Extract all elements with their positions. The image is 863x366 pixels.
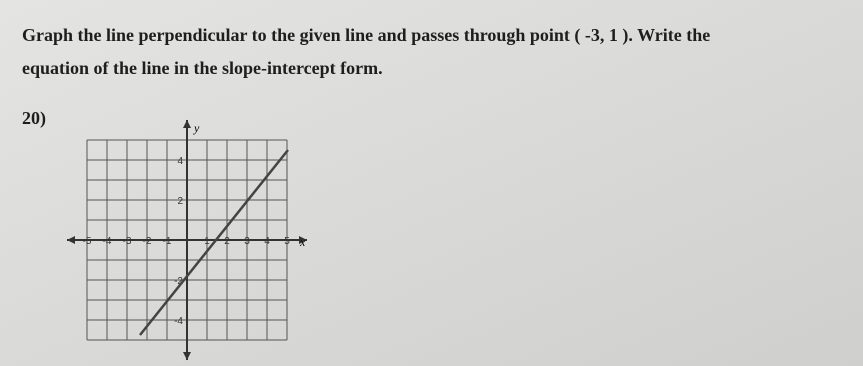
y-tick-label: 2 [177, 196, 183, 207]
x-tick-label: -3 [123, 236, 132, 247]
graph: -5 -4 -3 -2 -1 1 2 3 4 5 4 2 -2 -4 [67, 120, 307, 360]
x-tick-label: 4 [264, 236, 270, 247]
x-tick-label: -2 [143, 236, 152, 247]
given-line [139, 149, 289, 336]
y-axis-label: y [193, 121, 200, 135]
x-tick-label: -5 [83, 236, 92, 247]
x-tick-label: -4 [103, 236, 112, 247]
x-tick-label: 2 [224, 236, 230, 247]
problem-text: Graph the line perpendicular to the give… [22, 25, 710, 46]
x-axis-label: x [299, 235, 306, 249]
problem-number: 20) [22, 108, 46, 129]
x-tick-label: 5 [284, 236, 290, 247]
y-tick-label: -4 [174, 316, 183, 327]
x-tick-label: 1 [204, 236, 210, 247]
problem-text: equation of the line in the slope-interc… [22, 58, 383, 78]
y-tick-label: -2 [174, 276, 183, 287]
x-tick-label: -1 [163, 236, 172, 247]
y-tick-label: 4 [177, 156, 183, 167]
x-tick-label: 3 [244, 236, 250, 247]
